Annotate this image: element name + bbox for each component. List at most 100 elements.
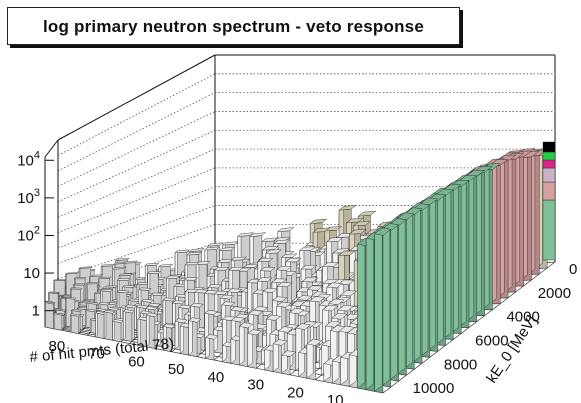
bar-top: [204, 310, 219, 315]
bar-top: [100, 264, 115, 267]
bar-top: [257, 277, 273, 282]
bar-top: [221, 301, 236, 307]
lego-bar: [44, 301, 55, 329]
lego-bar: [365, 232, 383, 392]
bar-top: [337, 305, 355, 312]
bar-top: [100, 289, 113, 292]
bar-top: [374, 227, 392, 236]
bar-top: [141, 299, 154, 303]
bar-top: [205, 334, 219, 340]
bar-top: [115, 257, 130, 261]
bar-top: [116, 290, 130, 294]
grid-line: [57, 92, 216, 172]
bar-top: [44, 301, 55, 305]
bar-top: [145, 312, 159, 318]
bar-top: [465, 170, 486, 177]
bar-top: [138, 287, 152, 291]
bar-top: [147, 271, 162, 274]
bar-top: [147, 303, 161, 307]
bar-top: [276, 301, 292, 308]
bar-top: [82, 299, 96, 302]
lego-bar: [331, 355, 349, 385]
bar-top: [48, 291, 60, 294]
bar-top: [116, 278, 131, 281]
bar-top: [300, 264, 318, 270]
bar-top: [118, 273, 133, 276]
bar-top: [190, 302, 204, 308]
peak-bar-segment: [542, 141, 556, 153]
bar-top: [70, 287, 83, 290]
lego-bar: [272, 339, 288, 374]
bar-top: [71, 309, 82, 313]
title-box: log primary neutron spectrum - veto resp…: [7, 7, 460, 45]
lego-bar: [323, 358, 340, 384]
bar-top: [84, 309, 97, 312]
bar-top: [357, 210, 377, 217]
bar-top: [98, 301, 111, 306]
y-tick-label: 0: [569, 261, 577, 278]
bar-top: [207, 284, 223, 289]
bar-top: [262, 287, 278, 293]
bar-top: [165, 275, 181, 279]
bar-top: [103, 309, 116, 314]
grid-line: [57, 242, 216, 295]
bar-top: [162, 323, 176, 329]
lego-bar: [396, 212, 415, 376]
bar-top: [230, 306, 245, 312]
lego-bar: [162, 323, 176, 352]
bar-top: [85, 282, 100, 285]
bar-top: [338, 250, 356, 256]
bar-top: [276, 282, 293, 288]
bar-top: [218, 247, 236, 252]
peak-bar-segment: [542, 159, 556, 169]
lego-bars: [44, 141, 556, 394]
grid-line: [57, 167, 216, 234]
z-tick-label: 102: [17, 224, 40, 244]
bar-top: [204, 246, 221, 251]
bar-top: [123, 260, 139, 264]
bar-top: [404, 207, 423, 215]
bar-top: [145, 306, 158, 311]
lego-bar: [281, 350, 297, 376]
bar-face: [174, 318, 179, 350]
bar-face: [44, 301, 46, 328]
bar-top: [306, 338, 323, 346]
bar-top: [125, 304, 138, 309]
bar-top: [228, 267, 244, 271]
bar-top: [69, 313, 81, 317]
x-tick-label: 20: [287, 384, 304, 401]
bar-top: [457, 175, 478, 182]
bar-top: [298, 246, 316, 251]
bar-top: [265, 314, 282, 321]
frame-edge: [44, 139, 59, 158]
bar-top: [257, 257, 274, 262]
x-tick-label: 10: [327, 392, 344, 403]
bar-top: [276, 266, 293, 271]
bar-face: [188, 317, 193, 356]
x-tick-label: 30: [247, 377, 264, 394]
bar-top: [221, 241, 239, 246]
lego-bar: [188, 317, 202, 357]
bar-top: [144, 263, 160, 266]
bar-top: [253, 306, 269, 312]
bar-top: [281, 350, 297, 357]
x-tick-label: 60: [128, 353, 145, 370]
bar-top: [219, 294, 235, 300]
bar-top: [171, 300, 186, 305]
x-tick-label: 0: [371, 400, 379, 403]
bar-top: [136, 304, 149, 309]
bar-top: [309, 296, 326, 303]
lego-bar: [389, 218, 407, 382]
bar-top: [312, 227, 331, 233]
bar-top: [188, 248, 205, 252]
peak-bar-segment: [542, 199, 556, 261]
x-tick-label: 50: [168, 361, 185, 378]
lego-bar: [340, 351, 357, 387]
bar-top: [73, 277, 87, 280]
bar-top: [178, 304, 193, 309]
bar-top: [238, 322, 254, 329]
lego-bar: [404, 207, 423, 370]
lego-bar: [374, 227, 392, 394]
bar-top: [309, 218, 328, 224]
